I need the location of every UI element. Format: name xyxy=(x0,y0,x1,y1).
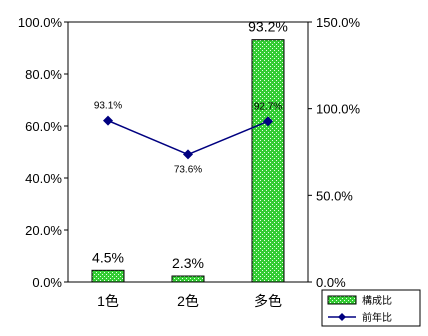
left-tick-label: 20.0% xyxy=(25,223,62,238)
right-tick-label: 50.0% xyxy=(316,188,353,203)
bar-data-label: 2.3% xyxy=(172,255,204,271)
bar xyxy=(251,39,285,283)
line-data-label: 93.1% xyxy=(94,101,122,112)
bar xyxy=(91,269,125,283)
bar-data-label: 93.2% xyxy=(248,19,288,35)
bar-series: 4.5% 2.3% 93.2% xyxy=(91,19,288,283)
left-tick-label: 0.0% xyxy=(32,275,62,290)
line-point-marker xyxy=(183,149,193,160)
line-point-marker xyxy=(103,115,113,126)
left-tick-label: 100.0% xyxy=(18,15,63,30)
legend-label-line: 前年比 xyxy=(362,311,392,324)
category-label: 1色 xyxy=(97,293,119,309)
legend-label-bar: 構成比 xyxy=(362,294,392,307)
right-tick-label: 150.0% xyxy=(316,15,361,30)
left-tick-label: 60.0% xyxy=(25,119,62,134)
legend-swatch-bar xyxy=(327,295,357,305)
left-tick-label: 80.0% xyxy=(25,67,62,82)
legend-box xyxy=(321,289,421,327)
left-axis-ticks: 0.0% 20.0% 40.0% 60.0% 80.0% 100.0% xyxy=(18,15,68,290)
bar xyxy=(171,275,205,283)
bar-data-label: 4.5% xyxy=(92,249,124,265)
line-data-label: 73.6% xyxy=(174,164,202,175)
right-axis-ticks: 0.0% 50.0% 100.0% 150.0% xyxy=(308,15,361,290)
left-tick-label: 40.0% xyxy=(25,171,62,186)
line-series: 93.1% 73.6% 92.7% xyxy=(94,101,282,176)
category-labels: 1色 2色 多色 xyxy=(97,293,282,309)
line-data-label: 92.7% xyxy=(254,101,282,112)
right-tick-label: 100.0% xyxy=(316,102,361,117)
category-label: 多色 xyxy=(254,293,282,309)
category-label: 2色 xyxy=(177,293,199,309)
legend-swatch-marker xyxy=(338,313,346,321)
line-point-marker xyxy=(263,116,273,127)
right-tick-label: 0.0% xyxy=(316,275,346,290)
